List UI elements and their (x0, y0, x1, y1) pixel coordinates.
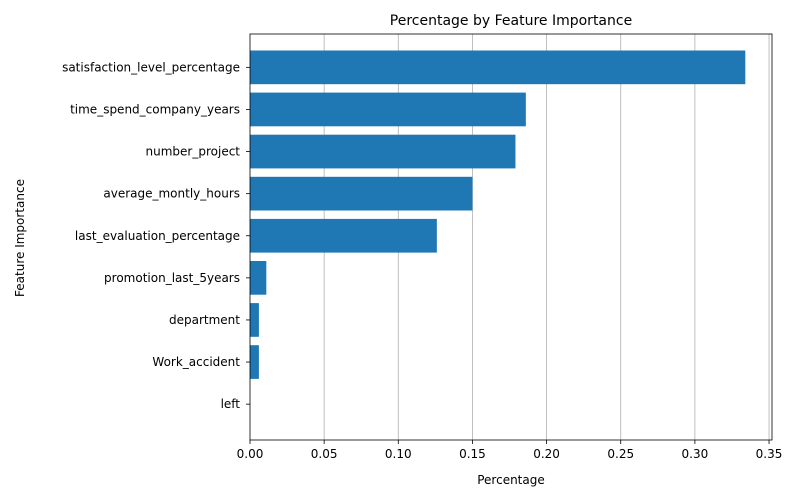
y-tick-label: average_montly_hours (103, 187, 240, 201)
bar-last_evaluation_percentage (250, 218, 437, 253)
bars (250, 50, 746, 379)
x-tick-label: 0.00 (237, 447, 264, 461)
x-tick-label: 0.30 (682, 447, 709, 461)
y-axis-label: Feature Importance (13, 179, 27, 297)
bar-number_project (250, 134, 516, 169)
y-tick-label: promotion_last_5years (104, 271, 240, 285)
y-tick-label: number_project (146, 145, 241, 159)
y-tick-label: department (169, 313, 240, 327)
bar-Work_accident (250, 345, 259, 379)
bar-satisfaction_level_percentage (250, 50, 746, 85)
x-tick-label: 0.15 (459, 447, 486, 461)
plot-frame (249, 33, 773, 441)
bar-department (250, 303, 259, 337)
x-axis-ticks: 0.00 0.05 0.10 0.15 0.20 0.25 0.30 0.35 (237, 440, 783, 461)
x-tick-label: 0.20 (533, 447, 560, 461)
y-axis-ticks: satisfaction_level_percentage time_spend_… (62, 60, 250, 411)
x-tick-label: 0.25 (607, 447, 634, 461)
x-tick-label: 0.05 (311, 447, 338, 461)
x-axis-label: Percentage (477, 473, 545, 487)
bar-time_spend_company_years (250, 92, 526, 127)
bar-average_montly_hours (250, 176, 473, 211)
y-tick-label: last_evaluation_percentage (75, 229, 240, 243)
chart-title: Percentage by Feature Importance (390, 13, 632, 29)
x-tick-label: 0.10 (385, 447, 412, 461)
x-tick-label: 0.35 (756, 447, 783, 461)
y-tick-label: time_spend_company_years (70, 102, 240, 116)
y-tick-label: Work_accident (152, 355, 240, 369)
y-tick-label: left (221, 397, 241, 411)
y-tick-label: satisfaction_level_percentage (62, 60, 240, 74)
bar-promotion_last_5years (250, 261, 267, 295)
